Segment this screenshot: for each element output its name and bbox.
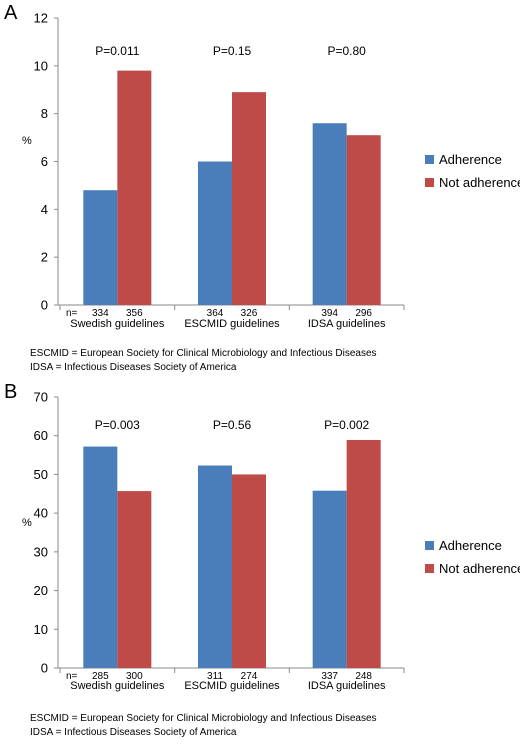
- panel-b-legend-swatch: [425, 541, 434, 550]
- panel-b-y-tick-label: 10: [34, 622, 48, 637]
- panel-b-p-value: P=0.002: [324, 418, 369, 432]
- panel-a-y-tick-label: 0: [41, 298, 48, 313]
- panel-a-footnote: IDSA = Infectious Diseases Society of Am…: [30, 362, 237, 373]
- panel-a-p-value: P=0.011: [95, 44, 139, 58]
- panel-b-bar-adherence: [83, 446, 118, 668]
- panel-b-n-label: 311: [207, 671, 223, 682]
- panel-b-p-value: P=0.56: [213, 418, 252, 432]
- panel-a-y-tick-label: 4: [41, 202, 48, 217]
- panel-b-letter: B: [4, 381, 17, 403]
- panel-a-footnote: ESCMID = European Society for Clinical M…: [30, 348, 377, 359]
- panel-a-y-tick-label: 2: [41, 250, 48, 265]
- panel-a-legend-swatch: [425, 178, 434, 187]
- panel-b-n-label: 248: [355, 671, 372, 682]
- panel-b-y-tick-label: 20: [34, 583, 48, 598]
- panel-b-bar-adherence: [198, 465, 232, 668]
- panel-a-bar-not-adherence: [346, 135, 381, 305]
- panel-a-category-label: IDSA guidelines: [308, 318, 386, 330]
- panel-b-n-label: 285: [92, 671, 109, 682]
- panel-a-n-label: 334: [92, 308, 109, 319]
- panel-b-bar-not-adherence: [117, 491, 152, 668]
- panel-b-y-tick-label: 0: [41, 661, 48, 676]
- panel-a-bar-adherence: [83, 190, 118, 305]
- panel-a-n-label: 364: [207, 308, 224, 319]
- panel-a-n-label: 356: [126, 308, 143, 319]
- panel-a-legend-label: Adherence: [439, 152, 502, 167]
- panel-b-legend-label: Not adherence: [439, 561, 520, 576]
- panel-b-y-tick-label: 60: [34, 428, 48, 443]
- panel-b-footnote: ESCMID = European Society for Clinical M…: [30, 713, 377, 724]
- panel-b-n-label: 274: [241, 671, 258, 682]
- panel-b-n-label: 337: [321, 671, 338, 682]
- panel-a-p-value: P=0.15: [213, 44, 252, 58]
- panel-a-p-value: P=0.80: [327, 44, 366, 58]
- panel-b-category-label: Swedish guidelines: [70, 680, 165, 692]
- panel-b-y-tick-label: 40: [34, 506, 48, 521]
- panel-b-category-label: IDSA guidelines: [308, 680, 386, 692]
- panel-b-footnote: IDSA = Infectious Diseases Society of Am…: [30, 727, 237, 738]
- panel-b-bar-not-adherence: [346, 439, 381, 668]
- panel-a-bar-adherence: [312, 123, 347, 305]
- panel-a-y-tick-label: 8: [41, 106, 48, 121]
- panel-a-y-axis-label: %: [22, 135, 32, 147]
- panel-a-n-prefix: n=: [66, 308, 78, 319]
- panel-a-legend-label: Not adherence: [439, 175, 520, 190]
- panel-a-n-label: 326: [241, 308, 258, 319]
- panel-b-category-label: ESCMID guidelines: [184, 680, 280, 692]
- panel-a-y-tick-label: 6: [41, 154, 48, 169]
- panel-a-bar-adherence: [198, 161, 232, 305]
- panel-a-category-label: Swedish guidelines: [70, 318, 165, 330]
- panel-b-n-prefix: n=: [66, 671, 78, 682]
- panel-a-legend-swatch: [425, 155, 434, 164]
- panel-b-y-axis-label: %: [22, 517, 32, 529]
- panel-b-legend-swatch: [425, 564, 434, 573]
- panel-a-y-tick-label: 12: [34, 11, 48, 26]
- panel-b-bar-not-adherence: [232, 474, 266, 668]
- panel-b-y-tick-label: 30: [34, 544, 48, 559]
- panel-b-bar-adherence: [312, 490, 347, 668]
- panel-a-y-tick-label: 10: [34, 58, 48, 73]
- panel-b-y-tick-label: 50: [34, 467, 48, 482]
- panel-b-n-label: 300: [126, 671, 143, 682]
- panel-b-p-value: P=0.003: [95, 418, 140, 432]
- panel-a-letter: A: [4, 2, 18, 24]
- panel-a-n-label: 296: [355, 308, 372, 319]
- panel-a-bar-not-adherence: [117, 70, 152, 305]
- panel-b-y-tick-label: 70: [34, 390, 48, 405]
- panel-a-bar-not-adherence: [232, 92, 266, 306]
- panel-b-legend-label: Adherence: [439, 538, 502, 553]
- panel-a-n-label: 394: [321, 308, 338, 319]
- panel-a-category-label: ESCMID guidelines: [184, 318, 280, 330]
